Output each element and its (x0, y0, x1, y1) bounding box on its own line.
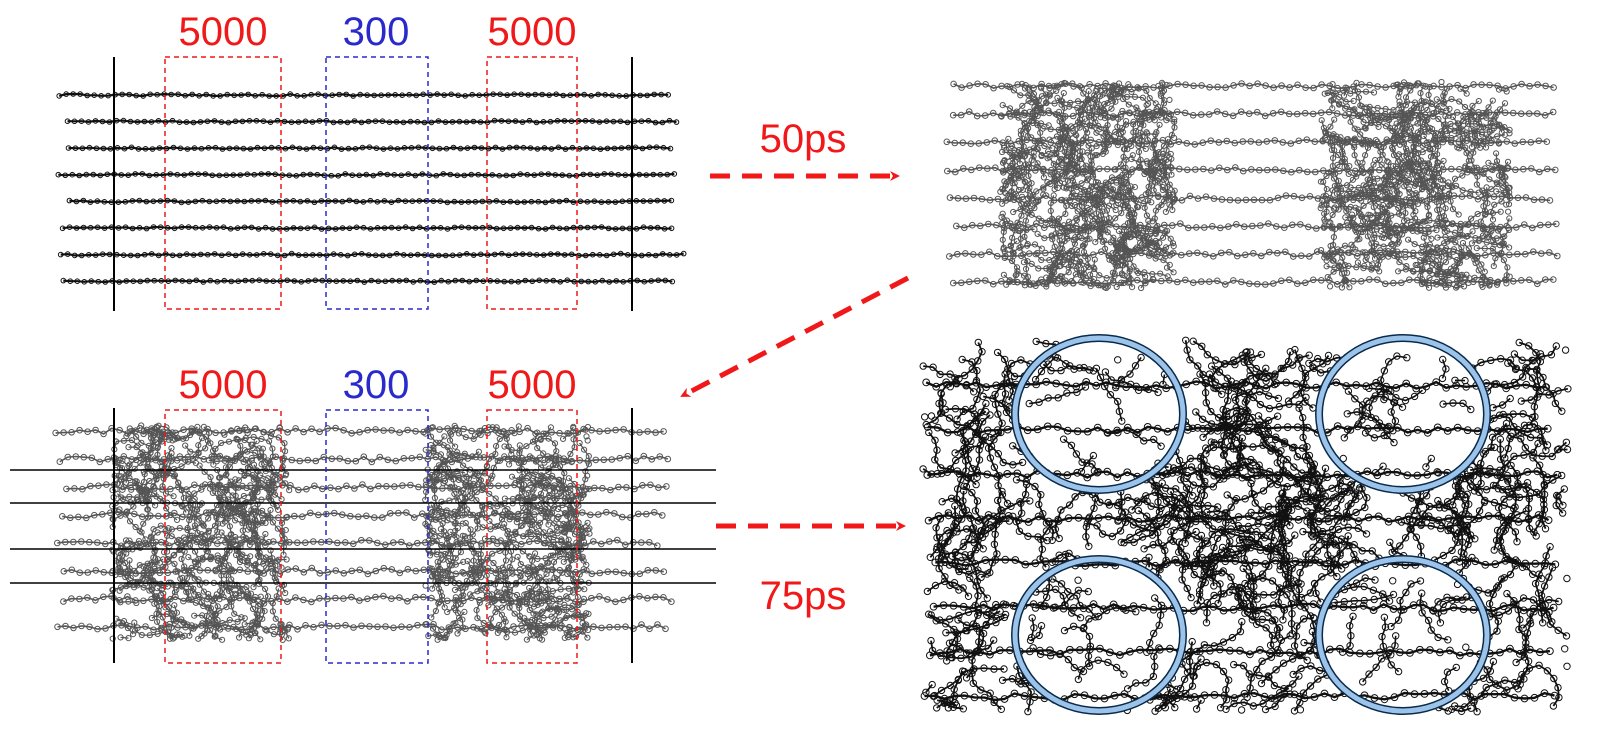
region-label: 5000 (179, 10, 268, 54)
arrow (682, 278, 908, 396)
mesh-atoms (1331, 575, 1475, 694)
mesh-atoms (1026, 353, 1168, 475)
region-label: 5000 (179, 363, 268, 407)
region-label: 300 (343, 10, 410, 54)
page: {"panels": [{"labels": ["5000", "300", "… (0, 0, 1608, 729)
region-label: 5000 (488, 363, 577, 407)
region-label: 300 (343, 363, 410, 407)
highlight-circle (1319, 559, 1487, 711)
highlight-circle (1015, 338, 1183, 490)
mesh-bonds (1031, 578, 1162, 689)
region-label: 5000 (488, 10, 577, 54)
time-label: 75ps (760, 574, 847, 618)
highlight-circle (1015, 559, 1183, 711)
figure: 5000 300 5000 5000 300 5000 50ps 75ps (0, 0, 1608, 729)
time-label: 50ps (760, 117, 847, 161)
mesh-atoms (423, 423, 593, 642)
mesh-atoms (1340, 353, 1474, 476)
